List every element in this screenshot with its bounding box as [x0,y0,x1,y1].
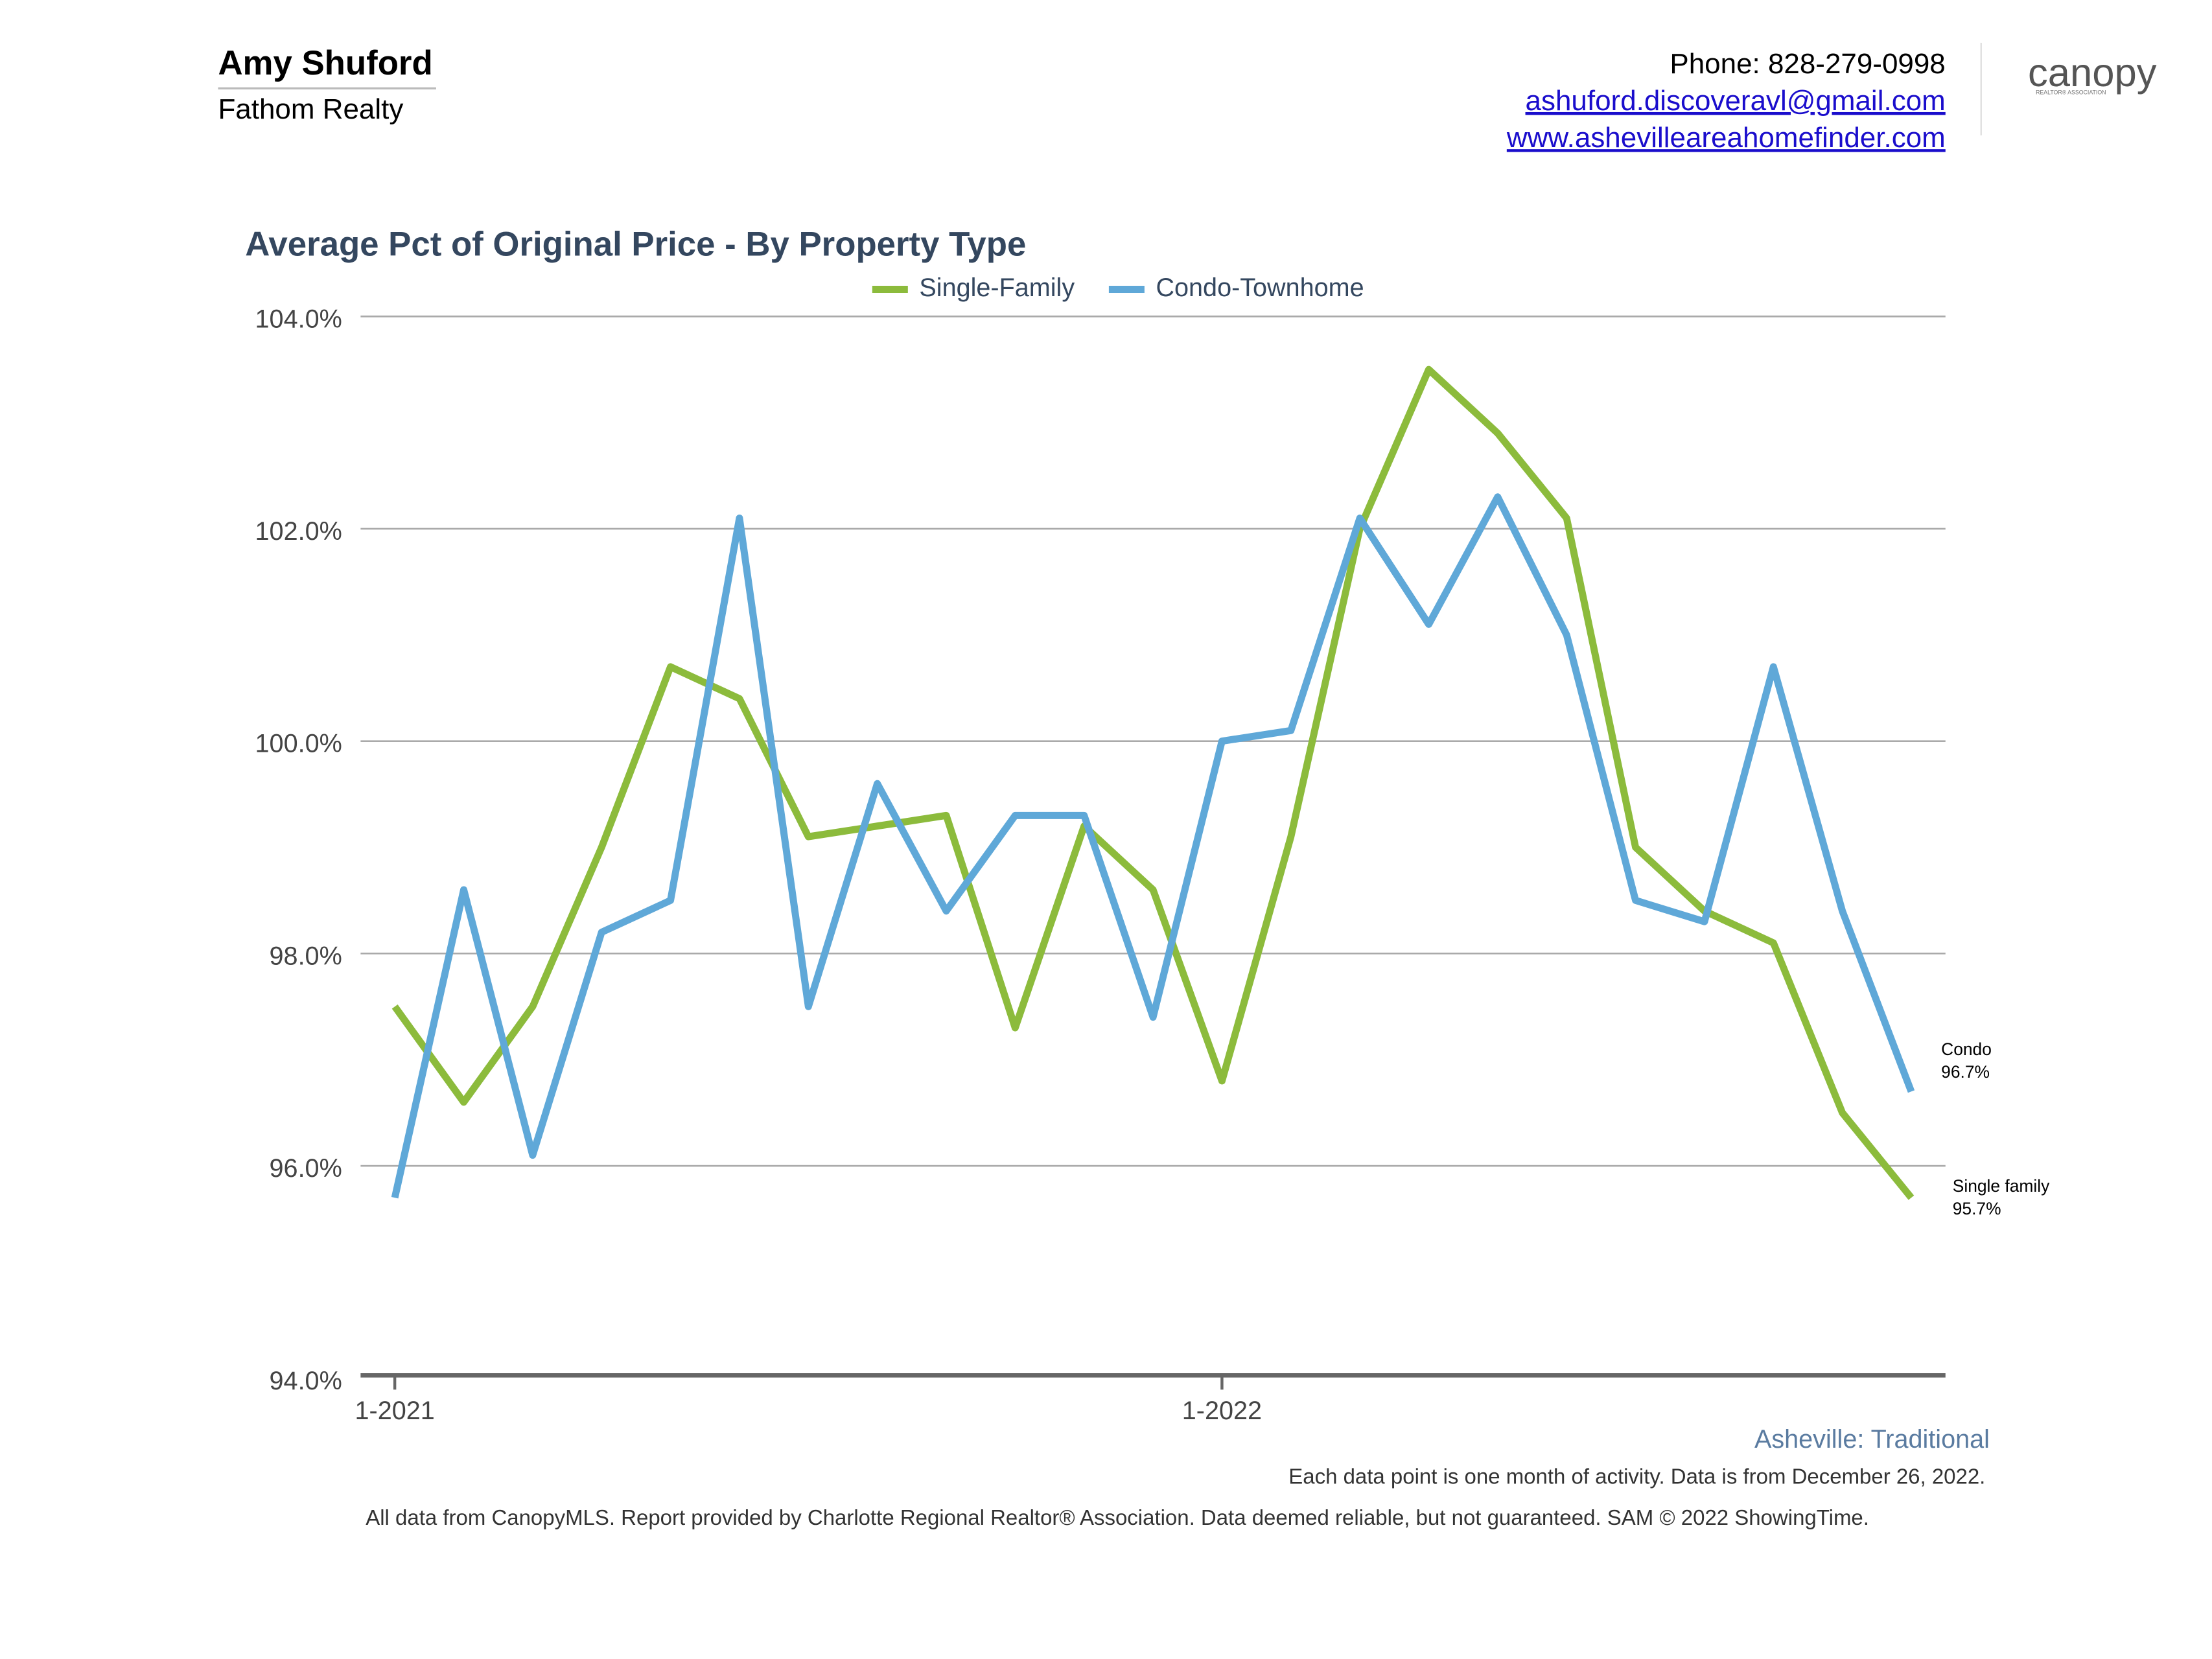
annotation-value: 95.7% [1953,1199,2001,1218]
logo: canopy [2028,51,2157,95]
website-link[interactable]: www.ashevilleareahomefinder.com [1506,122,1946,154]
annotation-label: Condo [1941,1039,1992,1059]
footer: All data from CanopyMLS. Report provided… [366,1505,1869,1529]
series-line [391,493,1915,1199]
y-tick-label: 96.0% [270,1154,342,1183]
annotation-label: Single family [1953,1176,2050,1196]
phone: Phone: 828-279-0998 [1670,48,1945,80]
chart-subtitle: Asheville: Traditional [1754,1425,1990,1454]
logo-subtitle: REALTOR® ASSOCIATION [2036,89,2106,95]
email-link[interactable]: ashuford.discoveravl@gmail.com [1526,85,1946,117]
y-tick-label: 104.0% [255,305,342,333]
legend-label: Condo-Townhome [1156,273,1364,302]
chart-note: Each data point is one month of activity… [1288,1464,1985,1488]
y-tick-label: 100.0% [255,730,342,758]
chart-title: Average Pct of Original Price - By Prope… [245,225,1026,263]
legend-label: Single-Family [919,273,1075,302]
y-tick-label: 94.0% [270,1367,342,1395]
annotation-value: 96.7% [1941,1062,1990,1082]
x-tick-label: 1-2022 [1182,1397,1262,1425]
y-tick-label: 102.0% [255,517,342,546]
x-tick-label: 1-2021 [355,1397,435,1425]
y-tick-label: 98.0% [270,942,342,970]
agent-name: Amy Shuford [218,44,432,82]
series-line [391,365,1915,1200]
company: Fathom Realty [218,93,403,125]
